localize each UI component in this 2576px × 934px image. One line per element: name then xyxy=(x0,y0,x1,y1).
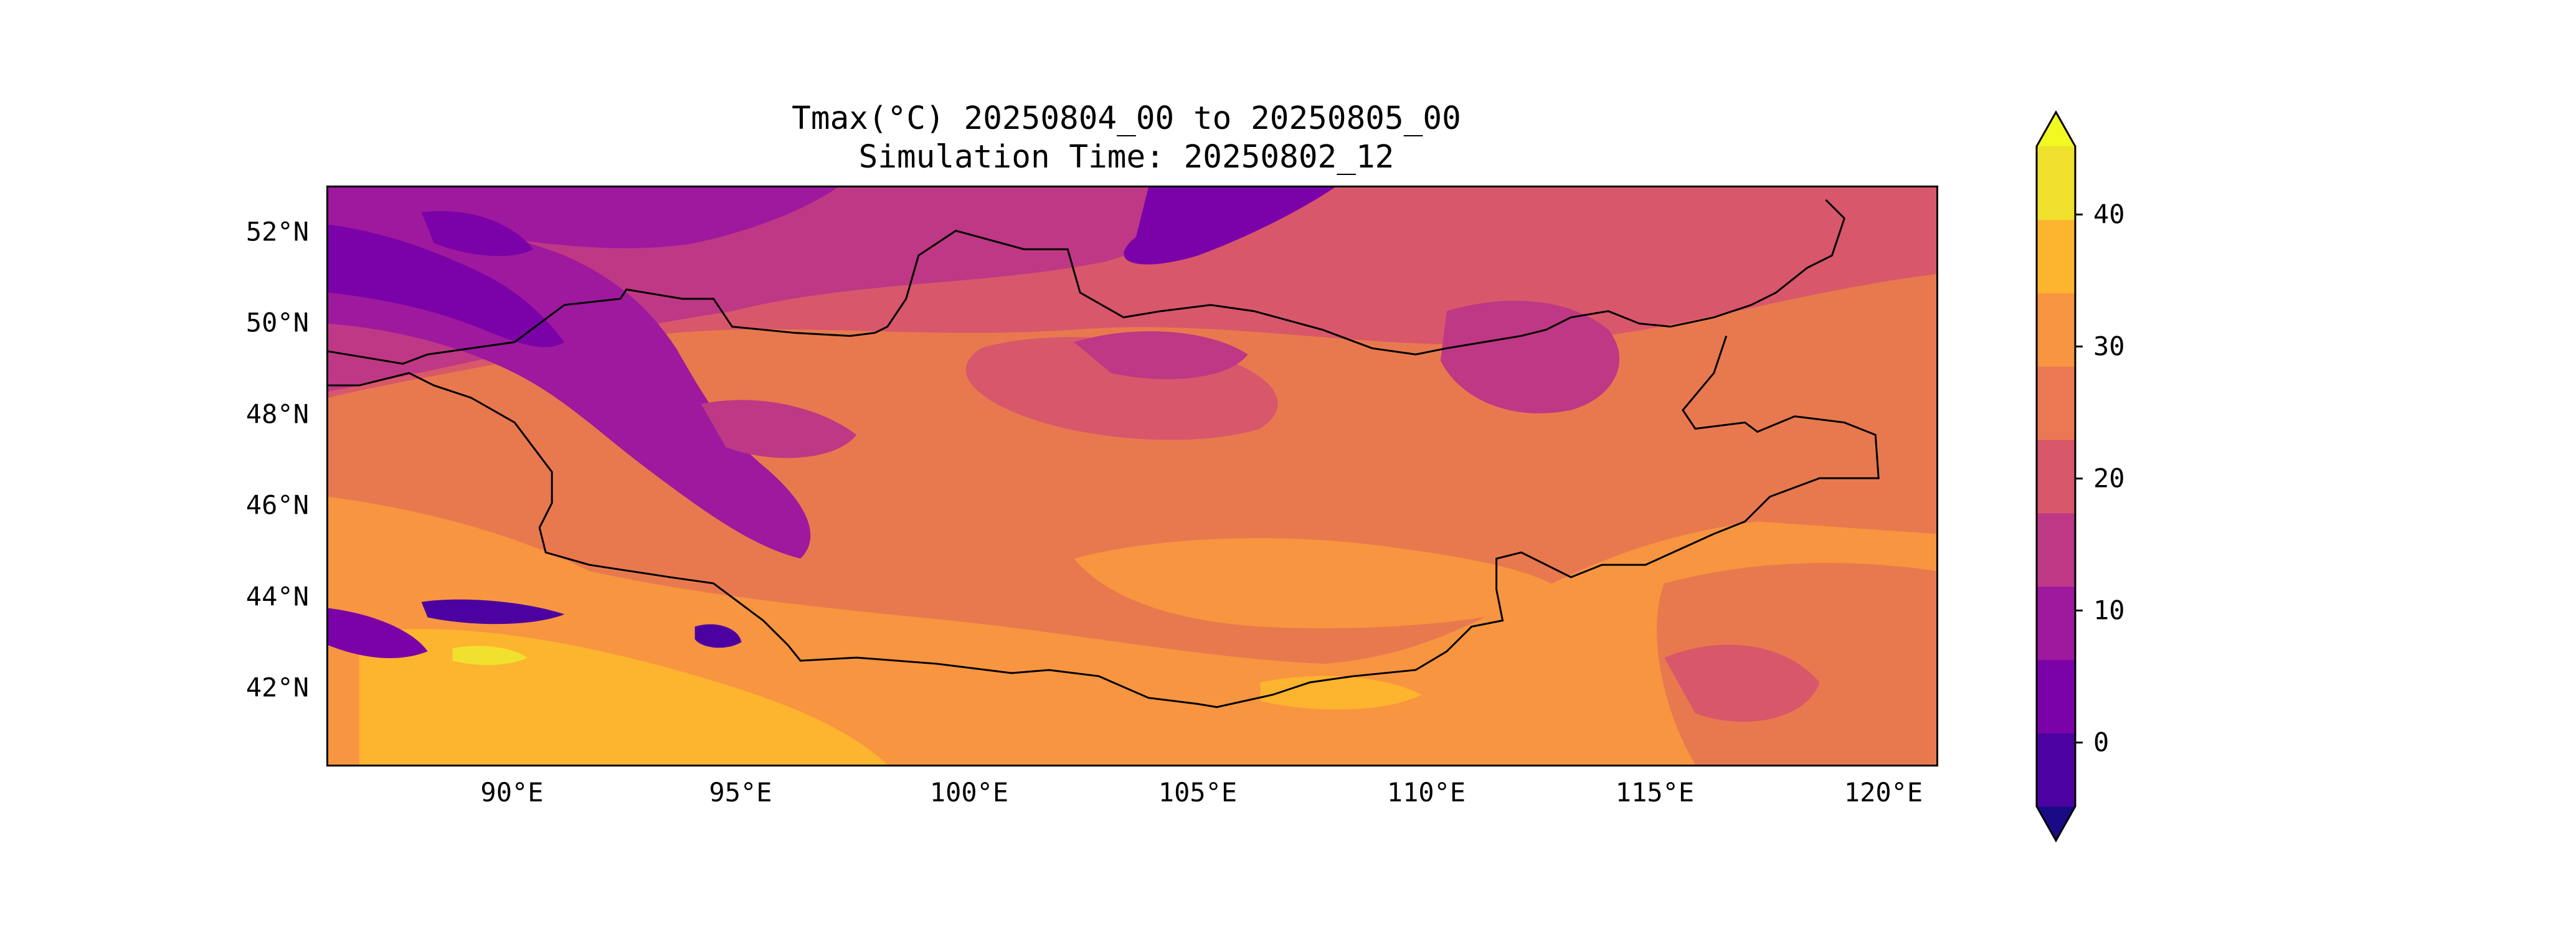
colorbar-outline xyxy=(2035,110,2076,843)
colorbar-tick-30 xyxy=(2075,346,2083,347)
title-line-1: Tmax(°C) 20250804_00 to 20250805_00 xyxy=(792,100,1461,137)
lon-label-90: 90°E xyxy=(480,777,544,808)
colorbar-segment xyxy=(2037,586,2075,660)
cold-spot-1 xyxy=(421,210,534,257)
gobi-hotter-east xyxy=(1260,676,1422,710)
southeast-pink xyxy=(1664,644,1820,722)
colorbar-segment xyxy=(2037,293,2075,367)
lat-label-44: 44°N xyxy=(245,581,309,612)
title-line-2: Simulation Time: 20250802_12 xyxy=(858,139,1395,176)
colorbar-tick-label-40: 40 xyxy=(2093,199,2125,230)
plateau-magenta-east xyxy=(1440,300,1620,413)
cold-spot-southwest xyxy=(328,608,428,659)
colorbar-extend-min xyxy=(2037,806,2075,841)
lat-label-46: 46°N xyxy=(245,489,309,521)
tarim-very-hot xyxy=(452,646,528,666)
colorbar-tick-label-20: 20 xyxy=(2093,463,2125,494)
lat-label-42: 42°N xyxy=(245,672,309,703)
country-border xyxy=(328,199,1880,709)
north-purple-strip xyxy=(328,187,838,248)
plateau-magenta-west xyxy=(701,400,857,458)
cold-spot-bogda xyxy=(421,599,565,625)
gobi-hot-central xyxy=(1074,538,1571,628)
colorbar-tick-label-10: 10 xyxy=(2093,595,2125,626)
lat-label-50: 50°N xyxy=(245,307,309,338)
colorbar-segment xyxy=(2037,512,2075,587)
lat-label-52: 52°N xyxy=(245,216,309,247)
map-plot-area xyxy=(326,186,1938,767)
colorbar-extend-max xyxy=(2037,112,2075,146)
colorbar xyxy=(2035,110,2076,843)
colorbar-segment xyxy=(2037,366,2075,440)
colorbar-tick-10 xyxy=(2075,610,2083,611)
lat-label-48: 48°N xyxy=(245,399,309,430)
temperature-field-map xyxy=(328,187,1936,765)
colorbar-tick-40 xyxy=(2075,214,2083,215)
lon-label-110: 110°E xyxy=(1386,777,1466,808)
lon-label-120: 120°E xyxy=(1844,777,1923,808)
lon-label-115: 115°E xyxy=(1615,777,1695,808)
lon-label-95: 95°E xyxy=(709,777,772,808)
colorbar-tick-label-0: 0 xyxy=(2093,727,2110,758)
colorbar-segment xyxy=(2037,219,2075,294)
lon-label-100: 100°E xyxy=(929,777,1009,808)
cold-spot-bogda-east xyxy=(694,624,742,648)
altai-colder-zone xyxy=(328,224,565,347)
colorbar-segment xyxy=(2037,659,2075,734)
colorbar-segment xyxy=(2037,733,2075,807)
colorbar-tick-label-30: 30 xyxy=(2093,331,2125,362)
colorbar-segment xyxy=(2037,440,2075,514)
lon-label-105: 105°E xyxy=(1158,777,1238,808)
plateau-magenta-center xyxy=(1074,331,1248,380)
colorbar-tick-20 xyxy=(2075,478,2083,479)
north-deep-strip xyxy=(1124,187,1335,265)
colorbar-segment xyxy=(2037,146,2075,220)
map-title: Tmax(°C) 20250804_00 to 20250805_00 Simu… xyxy=(0,100,2253,177)
colorbar-tick-0 xyxy=(2075,742,2083,743)
